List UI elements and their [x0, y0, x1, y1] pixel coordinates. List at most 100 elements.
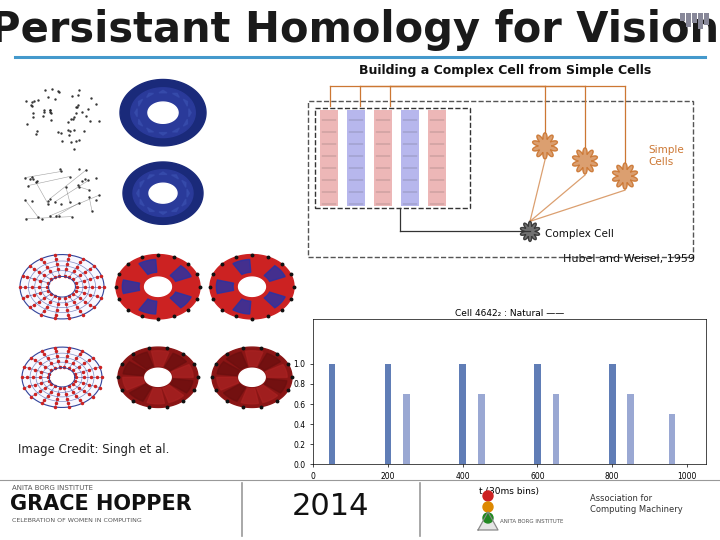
Point: [27, 174, 39, 183]
Point: [76, 107, 87, 116]
Text: 2014: 2014: [292, 492, 370, 522]
Bar: [403, 394, 410, 464]
Point: [27, 172, 38, 181]
Point: [71, 103, 83, 112]
Point: [66, 114, 77, 123]
Point: [60, 183, 72, 192]
Polygon shape: [148, 207, 155, 212]
Polygon shape: [123, 162, 203, 224]
Point: [53, 87, 64, 96]
Polygon shape: [159, 172, 167, 174]
Point: [25, 100, 37, 109]
Point: [63, 118, 74, 127]
Point: [56, 137, 68, 146]
Polygon shape: [133, 170, 193, 217]
Polygon shape: [184, 99, 187, 106]
Point: [84, 192, 95, 201]
Polygon shape: [149, 183, 177, 203]
Polygon shape: [171, 379, 193, 393]
Point: [20, 97, 32, 106]
Point: [26, 98, 37, 107]
Point: [90, 173, 102, 182]
Polygon shape: [130, 384, 151, 401]
Point: [68, 126, 80, 134]
Point: [64, 198, 76, 206]
Bar: [328, 364, 336, 464]
Point: [27, 109, 39, 117]
Text: Building a Complex Cell from Simple Cells: Building a Complex Cell from Simple Cell…: [359, 64, 651, 77]
Point: [66, 91, 78, 100]
Polygon shape: [22, 347, 102, 408]
X-axis label: t (30ms bins): t (30ms bins): [480, 487, 539, 496]
Polygon shape: [151, 350, 169, 366]
Polygon shape: [613, 163, 637, 189]
Point: [84, 117, 96, 125]
Point: [63, 131, 74, 139]
Polygon shape: [116, 254, 200, 319]
Polygon shape: [132, 352, 153, 369]
Polygon shape: [171, 207, 179, 212]
Point: [73, 181, 84, 190]
Point: [44, 105, 55, 114]
Point: [78, 175, 90, 184]
Point: [30, 130, 41, 138]
Polygon shape: [145, 368, 171, 386]
Point: [91, 99, 102, 108]
Polygon shape: [148, 102, 178, 123]
Point: [21, 119, 32, 128]
Polygon shape: [172, 128, 179, 132]
Point: [64, 127, 76, 136]
Polygon shape: [217, 377, 238, 390]
Bar: [704, 13, 709, 25]
Text: Complex Cell: Complex Cell: [545, 230, 614, 239]
Polygon shape: [223, 384, 246, 401]
Point: [19, 196, 31, 205]
Polygon shape: [171, 364, 193, 377]
Polygon shape: [48, 276, 76, 297]
Text: Simple
Cells: Simple Cells: [648, 145, 684, 167]
Point: [37, 214, 48, 223]
Point: [53, 212, 65, 220]
Polygon shape: [212, 347, 292, 408]
Point: [55, 167, 67, 176]
Polygon shape: [238, 277, 266, 296]
Point: [45, 106, 56, 114]
Text: GRACE HOPPER: GRACE HOPPER: [10, 494, 192, 514]
Polygon shape: [216, 280, 234, 294]
Text: CELEBRATION OF WOMEN IN COMPUTING: CELEBRATION OF WOMEN IN COMPUTING: [12, 518, 142, 523]
Polygon shape: [138, 119, 143, 126]
Point: [76, 176, 87, 185]
Bar: [308, 100, 693, 256]
Polygon shape: [137, 189, 139, 197]
Point: [49, 94, 60, 103]
Point: [32, 212, 43, 221]
Text: ANITA BORG INSTITUTE: ANITA BORG INSTITUTE: [12, 485, 93, 491]
Bar: [478, 394, 485, 464]
Bar: [698, 13, 703, 29]
Polygon shape: [521, 221, 539, 241]
Point: [63, 126, 74, 134]
Point: [45, 116, 57, 124]
Polygon shape: [171, 175, 179, 179]
Polygon shape: [138, 99, 143, 106]
Point: [55, 200, 67, 209]
Point: [40, 86, 51, 94]
Point: [39, 106, 50, 114]
Point: [80, 112, 91, 120]
Polygon shape: [159, 133, 167, 135]
Bar: [686, 13, 691, 27]
Point: [72, 101, 84, 110]
Polygon shape: [239, 368, 265, 386]
Polygon shape: [135, 109, 138, 117]
Point: [67, 115, 78, 124]
Text: Image Credit: Singh et al.: Image Credit: Singh et al.: [18, 443, 169, 456]
Polygon shape: [140, 199, 144, 206]
Polygon shape: [131, 88, 195, 138]
Point: [44, 212, 55, 220]
Polygon shape: [147, 128, 153, 132]
Point: [91, 196, 102, 205]
Point: [22, 181, 34, 190]
Polygon shape: [264, 266, 285, 281]
Point: [45, 194, 56, 203]
Point: [73, 199, 85, 207]
